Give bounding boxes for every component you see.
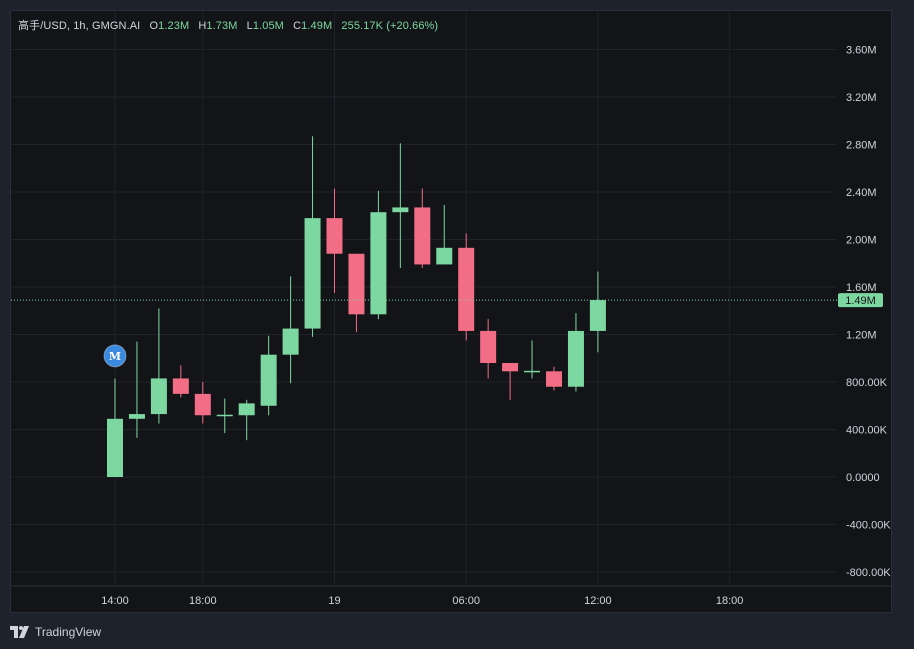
candle	[458, 233, 475, 341]
candle	[524, 340, 541, 379]
candle-body	[436, 247, 453, 265]
candle	[414, 188, 431, 268]
candle	[260, 335, 277, 416]
y-tick-label: 1.20M	[846, 330, 877, 342]
candle-body	[567, 330, 584, 387]
candle	[107, 378, 123, 477]
candle-body	[524, 370, 541, 373]
legend-change-pct: (+20.66%)	[386, 20, 439, 32]
y-tick-label: 400.00K	[846, 425, 888, 437]
candle	[172, 365, 189, 398]
event-marker-ring	[103, 344, 127, 368]
candle	[216, 398, 233, 434]
legend-high: 1.73M	[206, 20, 238, 32]
last-price-badge	[838, 293, 883, 308]
candle-body	[348, 253, 365, 315]
legend-low: 1.05M	[252, 20, 284, 32]
candle-body	[326, 218, 343, 254]
x-tick-label: 18:00	[189, 595, 217, 607]
x-axis[interactable]: 14:00 18:00 19 06:00 12:00 18:00	[101, 595, 743, 607]
chart-frame[interactable]	[10, 10, 892, 613]
legend-open-label: O	[149, 20, 159, 32]
legend-change: 255.17K	[341, 20, 384, 32]
event-markers: M	[103, 344, 127, 368]
candle-body	[546, 371, 562, 387]
y-tick-label: -800.00K	[846, 567, 891, 579]
candle	[436, 205, 453, 265]
candle-body	[304, 218, 321, 329]
candle-body	[282, 328, 299, 355]
legend-close: 1.49M	[301, 20, 333, 32]
candle	[304, 136, 321, 337]
candle-body	[589, 300, 606, 331]
grid-lines	[11, 11, 892, 587]
y-tick-label: -400.00K	[846, 520, 891, 532]
y-tick-label: 2.40M	[846, 187, 877, 199]
y-tick-label: 800.00K	[846, 377, 888, 389]
candle	[567, 313, 584, 392]
candle-body	[172, 378, 189, 394]
event-marker-circle	[104, 344, 126, 367]
candle-body	[414, 207, 431, 265]
candle-body	[216, 414, 233, 417]
candle	[348, 253, 365, 333]
x-tick-label: 12:00	[584, 595, 612, 607]
candle	[589, 271, 606, 353]
x-tick-label: 06:00	[452, 595, 480, 607]
x-tick-label: 19	[328, 595, 340, 607]
candle-body	[260, 354, 277, 406]
candle	[480, 319, 497, 379]
last-price: 1.49M	[11, 293, 883, 308]
y-tick-label: 1.60M	[846, 282, 877, 294]
candle	[238, 399, 255, 441]
candle-body	[128, 414, 145, 419]
candles	[107, 136, 606, 477]
candle-body	[480, 330, 497, 363]
candle	[150, 308, 167, 424]
x-tick-label: 18:00	[716, 595, 744, 607]
candle-body	[370, 212, 387, 315]
y-tick-label: 0.0000	[846, 472, 880, 484]
tradingview-brand[interactable]: TradingView	[35, 625, 102, 639]
y-tick-label: 3.20M	[846, 92, 877, 104]
candle	[282, 276, 299, 384]
candle-body	[107, 418, 123, 477]
legend-close-label: C	[293, 20, 302, 32]
candle	[370, 190, 387, 320]
legend-high-label: H	[198, 20, 207, 32]
candle-body	[238, 403, 255, 416]
candle-body	[150, 378, 167, 415]
candle	[326, 188, 343, 293]
candle-body	[392, 207, 409, 213]
event-marker[interactable]: M	[103, 344, 127, 368]
legend-source: GMGN.AI	[91, 20, 141, 32]
event-marker-label: M	[109, 350, 121, 363]
legend-interval: 1h	[73, 20, 86, 32]
footer: TradingView	[10, 622, 101, 642]
candle-body	[502, 363, 519, 372]
y-tick-label: 2.80M	[846, 140, 877, 152]
candle	[502, 363, 519, 400]
candle-body	[194, 393, 211, 416]
candle	[392, 143, 409, 268]
x-tick-label: 14:00	[101, 595, 129, 607]
ohlc-legend: 高手/USD, 1h, GMGN.AI O1.23M H1.73M L1.05M…	[18, 20, 439, 32]
tradingview-logo-icon[interactable]	[10, 626, 30, 638]
y-axis[interactable]: 3.60M 3.20M 2.80M 2.40M 2.00M 1.60M 1.20M 800.0…	[846, 45, 891, 580]
legend-low-label: L	[246, 20, 253, 32]
candle	[546, 366, 562, 391]
legend-open: 1.23M	[158, 20, 190, 32]
candle-body	[458, 247, 475, 331]
candle	[194, 382, 211, 424]
legend-symbol: 高手/USD	[18, 20, 67, 32]
y-tick-label: 2.00M	[846, 235, 877, 247]
last-price-label: 1.49M	[845, 295, 876, 307]
candle	[128, 341, 145, 438]
y-tick-label: 3.60M	[846, 45, 877, 57]
